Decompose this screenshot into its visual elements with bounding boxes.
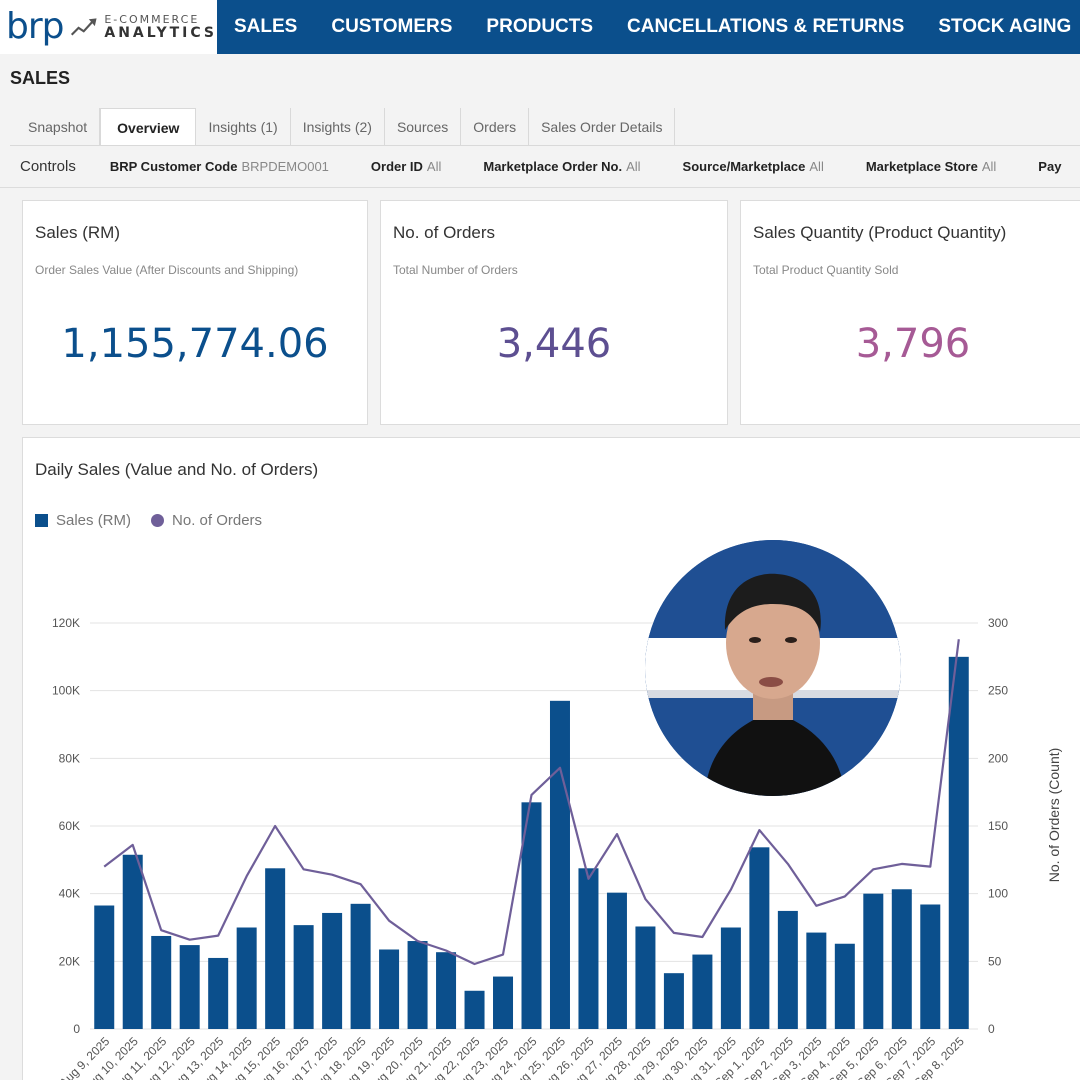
chart-legend: Sales (RM) No. of Orders — [35, 512, 282, 529]
logo-text: E-COMMERCE ANALYTICS — [104, 14, 217, 40]
filter-value: BRPDEMO001 — [241, 159, 329, 174]
tab-bar-divider — [10, 145, 1080, 146]
filter-name: BRP Customer Code — [109, 159, 238, 174]
nav-stock-aging[interactable]: STOCK AGING — [938, 16, 1072, 37]
tab-overview[interactable]: Overview — [100, 108, 197, 146]
filter-value: All — [809, 159, 824, 174]
trend-graph-icon — [70, 18, 97, 36]
kpi-subtitle: Total Number of Orders — [393, 263, 518, 277]
nav-products[interactable]: PRODUCTS — [486, 16, 594, 37]
filter-name: Pay — [1038, 159, 1062, 174]
nav-cancellations-returns[interactable]: CANCELLATIONS & RETURNS — [627, 16, 905, 37]
legend-item-sales[interactable]: Sales (RM) — [35, 512, 131, 529]
legend-label: No. of Orders — [172, 512, 263, 529]
filter-control[interactable]: Order ID All — [371, 159, 441, 174]
page-title: SALES — [10, 68, 71, 88]
filter-control[interactable]: Marketplace Store All — [866, 159, 996, 174]
kpi-title: No. of Orders — [393, 223, 496, 242]
controls-label[interactable]: Controls — [20, 158, 76, 175]
kpi-card-sales: Sales (RM) Order Sales Value (After Disc… — [22, 200, 368, 425]
filter-control[interactable]: Pay — [1038, 159, 1065, 174]
tab-snapshot[interactable]: Snapshot — [16, 108, 101, 146]
filter-name: Marketplace Store — [865, 159, 978, 174]
logo-line2: ANALYTICS — [104, 25, 217, 41]
nav-sales[interactable]: SALES — [234, 16, 298, 37]
kpi-value: 1,155,774.06 — [61, 321, 329, 367]
tab-sales-order-details[interactable]: Sales Order Details — [529, 108, 676, 146]
kpi-card-orders: No. of Orders Total Number of Orders 3,4… — [380, 200, 728, 425]
presenter-webcam-overlay — [645, 540, 901, 796]
kpi-title: Sales (RM) — [35, 223, 121, 242]
chart-title: Daily Sales (Value and No. of Orders) — [35, 460, 319, 479]
kpi-subtitle: Order Sales Value (After Discounts and S… — [35, 263, 299, 277]
tab-bar: Snapshot Overview Insights (1) Insights (2)… — [16, 108, 676, 146]
top-nav-bar: brp E-COMMERCE ANALYTICS SALES CUSTOMERS P… — [0, 0, 1080, 54]
filter-name: Marketplace Order No. — [483, 159, 623, 174]
logo-brand: brp — [6, 6, 65, 47]
kpi-card-quantity: Sales Quantity (Product Quantity) Total … — [740, 200, 1080, 425]
filter-control[interactable]: Source/Marketplace All — [683, 159, 824, 174]
tab-insights-1[interactable]: Insights (1) — [196, 108, 291, 146]
tab-orders[interactable]: Orders — [461, 108, 530, 146]
filter-control[interactable]: Marketplace Order No. All — [483, 159, 640, 174]
filter-value: All — [626, 159, 641, 174]
filter-value: All — [426, 159, 442, 174]
brp-logo[interactable]: brp E-COMMERCE ANALYTICS — [0, 0, 217, 54]
kpi-subtitle: Total Product Quantity Sold — [753, 263, 899, 277]
tab-sources[interactable]: Sources — [385, 108, 462, 146]
filter-name: Order ID — [370, 159, 423, 174]
kpi-value: 3,446 — [496, 321, 612, 367]
legend-label: Sales (RM) — [56, 512, 132, 529]
daily-sales-chart-card: Daily Sales (Value and No. of Orders) Sa… — [22, 437, 1080, 1080]
filter-value: All — [981, 159, 997, 174]
presenter-video-icon — [645, 540, 901, 796]
nav-customers[interactable]: CUSTOMERS — [331, 16, 453, 37]
kpi-value: 3,796 — [855, 321, 971, 367]
controls-bar: Controls BRP Customer Code BRPDEMO001 Orde… — [0, 146, 1080, 188]
logo-line1: E-COMMERCE — [104, 13, 200, 26]
filter-name: Source/Marketplace — [682, 159, 806, 174]
legend-item-orders[interactable]: No. of Orders — [151, 512, 262, 529]
kpi-title: Sales Quantity (Product Quantity) — [753, 223, 1007, 242]
tab-insights-2[interactable]: Insights (2) — [291, 108, 385, 146]
filter-control[interactable]: BRP Customer Code BRPDEMO001 — [110, 159, 329, 174]
legend-swatch-square-icon — [35, 514, 48, 527]
legend-swatch-dot-icon — [151, 514, 165, 527]
main-nav: SALES CUSTOMERS PRODUCTS CANCELLATIONS & RE… — [217, 0, 1080, 54]
